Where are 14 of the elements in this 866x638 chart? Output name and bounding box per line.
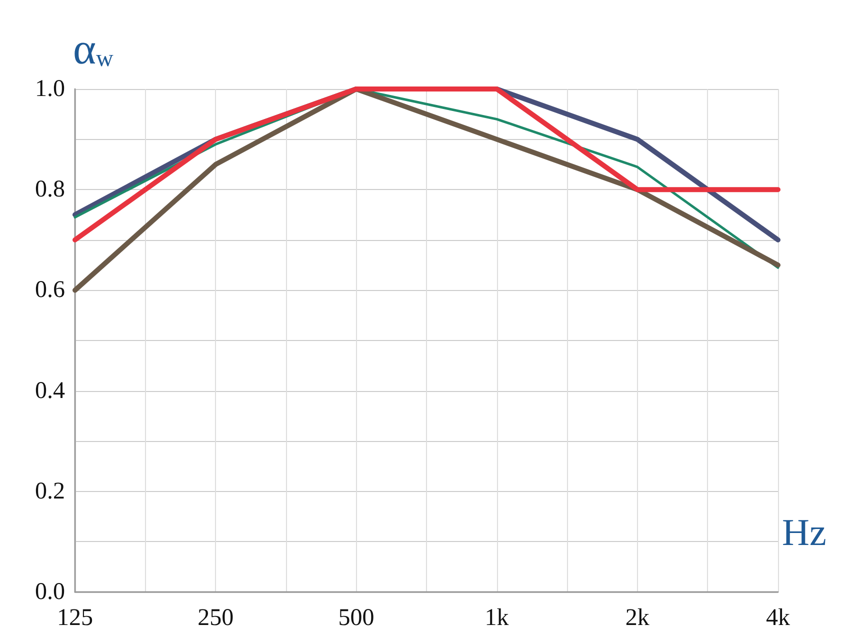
y-tick-label: 1.0 [35,76,65,102]
y-tick-label: 0.2 [35,478,65,504]
y-tick-label: 0.8 [35,176,65,203]
x-tick-label: 250 [198,605,234,631]
x-tick-label: 2k [625,605,650,631]
y-tick-label: 0.4 [35,378,65,404]
y-tick-label: 0.0 [35,579,65,605]
y-tick-label: 0.6 [35,277,65,304]
x-tick-label: 4k [766,605,790,631]
x-axis-title: Hz [782,512,826,554]
y-axis-title: αw [73,24,114,74]
x-tick-label: 500 [338,605,374,631]
x-tick-label: 1k [484,605,509,631]
x-tick-label: 125 [57,605,93,631]
